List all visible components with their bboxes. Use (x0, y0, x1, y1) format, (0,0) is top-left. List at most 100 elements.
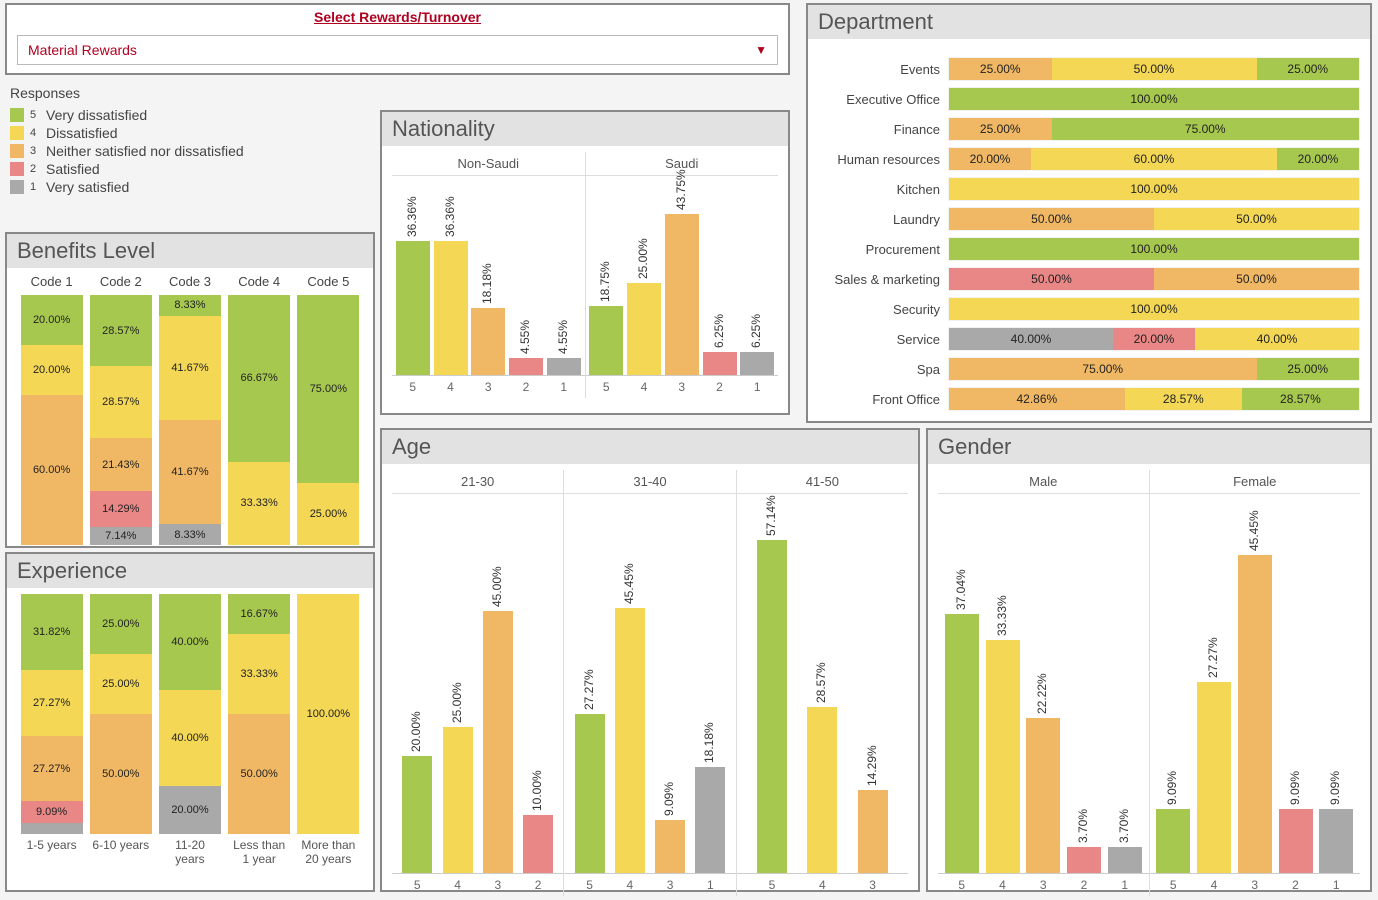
bar-value-label: 36.36% (405, 197, 419, 238)
dept-segment: 40.00% (949, 328, 1113, 350)
bar-column: 9.09% (1279, 809, 1313, 873)
stacked-column: 66.67%33.33% (228, 295, 290, 545)
bar (858, 790, 888, 873)
bar-value-label: 45.45% (1247, 511, 1261, 552)
segment: 33.33% (228, 462, 290, 545)
bar-value-label: 33.33% (995, 595, 1009, 636)
dept-bar: 100.00% (948, 297, 1360, 321)
legend-num: 2 (30, 163, 40, 175)
bar-group: Non-Saudi36.36%36.36%18.18%4.55%4.55%543… (392, 152, 585, 398)
axis-tick: 4 (434, 380, 468, 394)
dept-label: Service (818, 332, 948, 347)
bar-column: 25.00% (627, 283, 661, 375)
segment: 100.00% (297, 594, 359, 834)
dept-bar: 100.00% (948, 177, 1360, 201)
legend-num: 1 (30, 181, 40, 193)
segment: 41.67% (159, 316, 221, 420)
bar (740, 352, 774, 375)
axis-tick: 5 (589, 380, 623, 394)
bar-column: 45.45% (1238, 555, 1272, 873)
gender-panel: Gender Male37.04%33.33%22.22%3.70%3.70%5… (926, 428, 1372, 892)
bar-group: Saudi18.75%25.00%43.75%6.25%6.25%54321 (585, 152, 779, 398)
dept-bar: 50.00%50.00% (948, 267, 1360, 291)
dept-segment: 50.00% (1154, 268, 1359, 290)
dept-row: Security100.00% (818, 295, 1360, 323)
dept-label: Human resources (818, 152, 948, 167)
bar (1319, 809, 1353, 873)
dept-row: Sales & marketing50.00%50.00% (818, 265, 1360, 293)
segment: 50.00% (90, 714, 152, 834)
axis-tick: 4 (627, 380, 661, 394)
axis-tick: 3 (665, 380, 699, 394)
bar-value-label: 9.09% (662, 782, 676, 816)
bar (434, 241, 468, 375)
bar-value-label: 18.75% (598, 261, 612, 302)
dept-segment: 25.00% (949, 118, 1052, 140)
bar (483, 611, 513, 873)
dept-label: Events (818, 62, 948, 77)
stacked-column: 8.33%41.67%41.67%8.33% (159, 295, 221, 545)
bar (757, 540, 787, 873)
segment: 25.00% (297, 483, 359, 546)
segment: 40.00% (159, 690, 221, 786)
selector-panel: Select Rewards/Turnover Material Rewards… (5, 3, 790, 75)
bar-value-label: 9.09% (1288, 771, 1302, 805)
legend-swatch (10, 126, 24, 140)
axis-tick: 5 (575, 878, 605, 892)
segment: 60.00% (21, 395, 83, 545)
bar (665, 214, 699, 375)
dept-row: Executive Office100.00% (818, 85, 1360, 113)
dept-bar: 40.00%20.00%40.00% (948, 327, 1360, 351)
bar (1026, 718, 1060, 873)
bar-column: 36.36% (434, 241, 468, 375)
bar (402, 756, 432, 873)
bar-column: 22.22% (1026, 718, 1060, 873)
axis-tick: 2 (1279, 878, 1313, 892)
legend-swatch (10, 180, 24, 194)
bar-value-label: 22.22% (1035, 673, 1049, 714)
legend-item: 3 Neither satisfied nor dissatisfied (10, 143, 370, 159)
bar-column: 45.00% (483, 611, 513, 873)
column-label: 1-5 years (21, 838, 83, 867)
dept-segment: 100.00% (949, 298, 1359, 320)
column-header: Code 2 (90, 274, 152, 289)
bar (471, 308, 505, 375)
bar-value-label: 6.25% (712, 314, 726, 348)
bar-value-label: 3.70% (1076, 809, 1090, 843)
axis-tick: 3 (1026, 878, 1060, 892)
panel-title: Experience (17, 558, 363, 584)
axis-tick: 2 (1067, 878, 1101, 892)
bar (509, 358, 543, 375)
bar-value-label: 10.00% (530, 770, 544, 811)
segment: 8.33% (159, 295, 221, 316)
segment: 75.00% (297, 295, 359, 483)
bar-value-label: 9.09% (1165, 771, 1179, 805)
dept-segment: 60.00% (1031, 148, 1277, 170)
bar-value-label: 45.45% (622, 563, 636, 604)
legend-num: 4 (30, 127, 40, 139)
dept-bar: 100.00% (948, 87, 1360, 111)
axis-tick: 5 (1156, 878, 1190, 892)
dept-segment: 50.00% (949, 208, 1154, 230)
dept-label: Sales & marketing (818, 272, 948, 287)
legend-label: Satisfied (46, 161, 100, 177)
axis-tick: 1 (695, 878, 725, 892)
bar-value-label: 25.00% (636, 238, 650, 279)
panel-title: Benefits Level (17, 238, 363, 264)
group-header: 31-40 (564, 470, 735, 494)
bar (589, 306, 623, 375)
dept-label: Finance (818, 122, 948, 137)
stacked-column: 20.00%20.00%60.00% (21, 295, 83, 545)
chevron-down-icon: ▼ (755, 43, 767, 57)
bar (615, 608, 645, 873)
selector-dropdown[interactable]: Material Rewards ▼ (17, 35, 778, 65)
dept-label: Procurement (818, 242, 948, 257)
dept-row: Service40.00%20.00%40.00% (818, 325, 1360, 353)
bar (396, 241, 430, 375)
bar-column: 4.55% (509, 358, 543, 375)
panel-title: Nationality (392, 116, 778, 142)
department-panel: Department Events25.00%50.00%25.00%Execu… (806, 3, 1372, 423)
segment: 14.29% (90, 491, 152, 527)
bar-column: 6.25% (740, 352, 774, 375)
stacked-column: 25.00%25.00%50.00% (90, 594, 152, 834)
